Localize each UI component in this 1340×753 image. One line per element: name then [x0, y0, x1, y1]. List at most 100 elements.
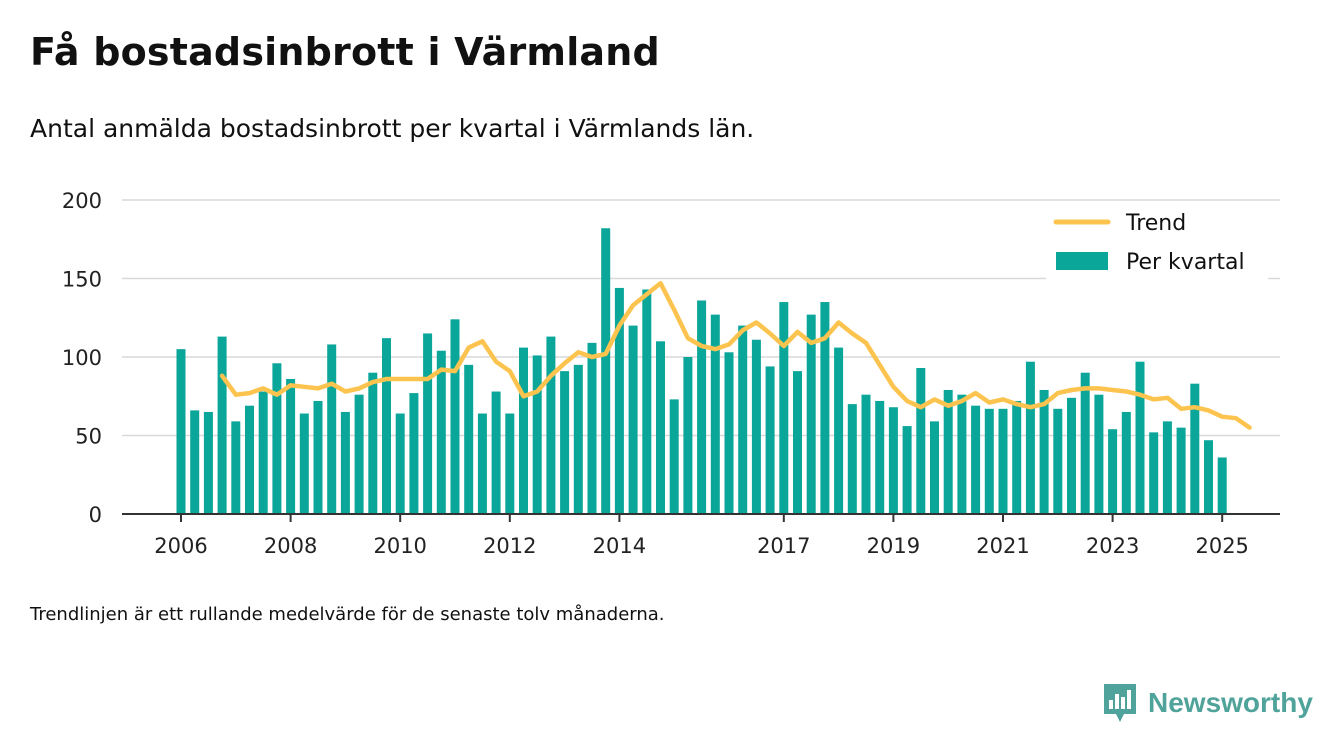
bar: [1012, 400, 1022, 514]
bar: [1039, 389, 1049, 514]
x-tick-label: 2017: [757, 534, 810, 558]
x-tick-label: 2006: [154, 534, 207, 558]
bar: [477, 413, 487, 514]
bar: [1190, 383, 1200, 514]
bar: [560, 371, 570, 514]
bar: [984, 408, 994, 514]
bar: [340, 411, 350, 514]
bar: [354, 394, 364, 514]
bar: [450, 319, 460, 514]
x-tick-label: 2014: [593, 534, 646, 558]
bar: [176, 349, 186, 514]
bar: [724, 352, 734, 514]
bar: [916, 367, 926, 514]
bar: [902, 426, 912, 514]
bar: [875, 400, 885, 514]
y-tick-label: 200: [62, 189, 102, 213]
bar: [491, 391, 501, 514]
bar: [628, 325, 638, 514]
trend-series: [219, 280, 1252, 430]
bar: [1108, 429, 1118, 514]
chart-subtitle: Antal anmälda bostadsinbrott per kvartal…: [30, 114, 755, 143]
bar: [793, 371, 802, 514]
bar: [642, 289, 652, 514]
bar: [1080, 372, 1090, 514]
bar: [656, 341, 665, 514]
bar: [1162, 421, 1172, 514]
bar: [861, 394, 871, 514]
footnote: Trendlinjen är ett rullande medelvärde f…: [30, 604, 665, 625]
x-tick-label: 2023: [1086, 534, 1139, 558]
bar: [779, 302, 789, 514]
bar: [258, 391, 268, 514]
bar: [765, 366, 775, 514]
bar: [203, 411, 213, 514]
bar: [820, 302, 830, 514]
bar-series: [176, 228, 1227, 514]
bar: [299, 413, 309, 514]
newsworthy-logo-icon: [1104, 684, 1136, 722]
x-tick-label: 2012: [483, 534, 536, 558]
bar: [1204, 440, 1213, 514]
bar: [272, 363, 282, 514]
bar: [587, 342, 597, 514]
bar: [505, 413, 515, 514]
x-axis-ticks: 2006 2008 2010 2012 2014 2017 2019 2021 2023 2025: [154, 514, 1249, 558]
bar: [834, 347, 844, 514]
bar: [1053, 408, 1063, 514]
bar: [957, 394, 967, 514]
bar: [1067, 397, 1076, 514]
legend-bar-label: Per kvartal: [1126, 250, 1245, 275]
legend-trend-label: Trend: [1125, 211, 1186, 236]
bar: [683, 357, 693, 514]
bar: [519, 347, 528, 514]
bar: [245, 405, 254, 514]
bar: [464, 364, 474, 514]
bar: [614, 287, 624, 514]
bar: [573, 364, 583, 514]
bar: [847, 404, 857, 514]
bar: [1094, 394, 1104, 514]
bar: [888, 407, 898, 514]
bar: [436, 350, 446, 514]
brand: Newsworthy: [1102, 682, 1313, 724]
y-tick-label: 0: [89, 503, 102, 527]
chart-title: Få bostadsinbrott i Värmland: [30, 30, 660, 74]
bar: [806, 314, 816, 514]
y-axis-ticks: 0 50 100 150 200: [62, 189, 102, 527]
bar: [395, 413, 405, 514]
bar: [1121, 411, 1131, 514]
bar: [1149, 432, 1159, 514]
legend: Trend Per kvartal: [1046, 204, 1268, 280]
y-tick-label: 150: [62, 268, 102, 292]
brand-name: Newsworthy: [1148, 687, 1313, 718]
bar: [532, 355, 542, 514]
bar: [971, 405, 981, 514]
bar: [231, 421, 241, 514]
bar: [217, 336, 227, 514]
bar: [423, 333, 433, 514]
x-tick-label: 2008: [264, 534, 317, 558]
bar: [286, 378, 296, 514]
bar: [601, 228, 611, 514]
bar: [1025, 361, 1035, 514]
bar: [327, 344, 337, 514]
bar: [382, 338, 391, 514]
bar: [368, 372, 378, 514]
bar: [546, 336, 556, 514]
x-tick-label: 2025: [1195, 534, 1248, 558]
legend-bar-swatch: [1056, 252, 1108, 270]
x-tick-label: 2021: [976, 534, 1029, 558]
bar: [313, 400, 323, 514]
bar: [710, 314, 720, 514]
bar: [1135, 361, 1145, 514]
x-tick-label: 2019: [867, 534, 920, 558]
bar: [930, 421, 939, 514]
bar: [943, 389, 953, 514]
trend-line: [219, 280, 1252, 430]
y-tick-label: 50: [75, 425, 102, 449]
x-tick-label: 2010: [373, 534, 426, 558]
bar: [738, 325, 748, 514]
bar: [751, 339, 761, 514]
